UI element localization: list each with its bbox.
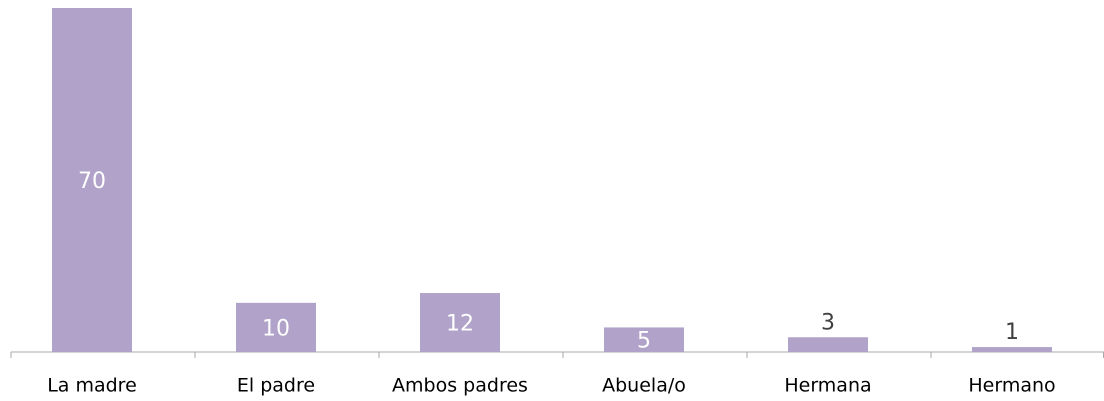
x-tick-label: El padre bbox=[237, 375, 315, 397]
x-tick-label: Hermana bbox=[784, 375, 871, 397]
bar bbox=[420, 293, 500, 352]
value-label: 3 bbox=[821, 310, 835, 335]
x-tick-label: Abuela/o bbox=[602, 375, 686, 397]
bar bbox=[52, 8, 132, 352]
bar bbox=[788, 337, 868, 352]
bar bbox=[604, 327, 684, 352]
value-label: 70 bbox=[78, 169, 106, 194]
x-tick-label: Ambos padres bbox=[392, 375, 528, 397]
value-label: 12 bbox=[446, 312, 474, 337]
x-tick-label: La madre bbox=[47, 375, 137, 397]
bar bbox=[972, 347, 1052, 352]
value-label: 5 bbox=[637, 329, 651, 354]
value-label: 10 bbox=[262, 316, 290, 341]
x-tick-label: Hermano bbox=[968, 375, 1055, 397]
bar bbox=[236, 302, 316, 352]
value-label: 1 bbox=[1005, 320, 1019, 345]
